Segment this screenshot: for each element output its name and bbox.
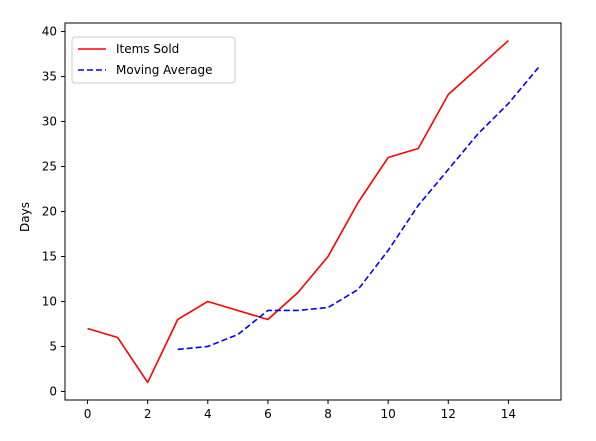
y-tick-label: 35	[42, 70, 57, 84]
x-tick-label: 6	[264, 407, 272, 421]
plot-area	[87, 39, 540, 384]
legend-box	[71, 36, 236, 84]
x-tick-label: 4	[204, 407, 212, 421]
legend-label-items-sold: Items Sold	[116, 42, 179, 56]
legend-label-moving-average: Moving Average	[116, 63, 212, 77]
y-tick-label: 15	[42, 249, 57, 263]
x-tick-label: 8	[324, 407, 332, 421]
y-tick-label: 5	[49, 339, 57, 353]
series-line-items-sold	[87, 39, 509, 384]
y-tick-label: 0	[49, 384, 57, 398]
x-axis: 0 2 4 6 8 10 12 14	[84, 400, 516, 421]
x-tick-label: 2	[144, 407, 152, 421]
x-tick-label: 12	[441, 407, 456, 421]
y-axis: 0 5 10 15 20 25 30 35 40	[42, 25, 65, 398]
y-tick-label: 10	[42, 294, 57, 308]
y-tick-label: 20	[42, 205, 57, 219]
x-tick-label: 10	[381, 407, 396, 421]
x-tick-label: 0	[84, 407, 92, 421]
y-tick-label: 30	[42, 115, 57, 129]
y-tick-label: 25	[42, 160, 57, 174]
y-axis-label: Days	[18, 202, 32, 232]
y-tick-label: 40	[42, 25, 57, 39]
x-tick-label: 14	[501, 407, 516, 421]
legend: Items Sold Moving Average	[71, 36, 236, 84]
